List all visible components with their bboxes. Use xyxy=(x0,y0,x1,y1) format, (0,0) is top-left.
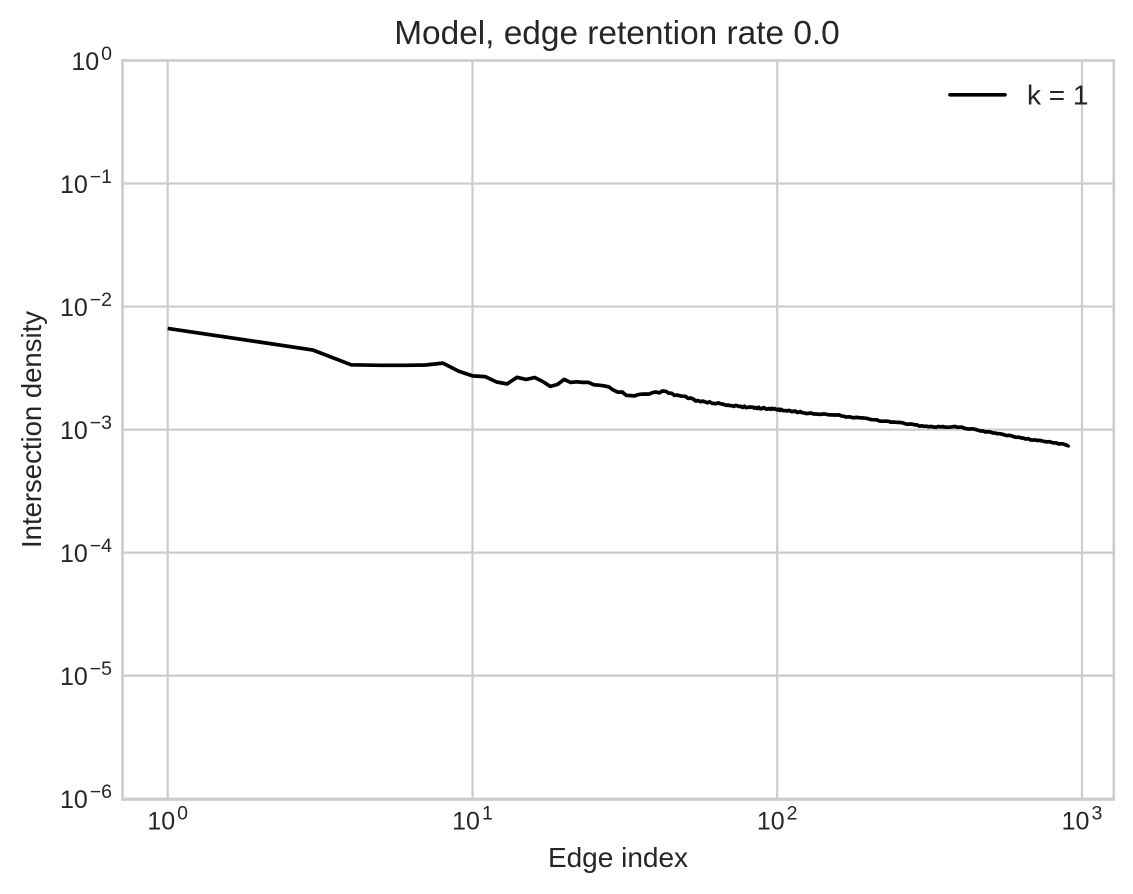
svg-text:Intersection density: Intersection density xyxy=(16,311,47,548)
svg-text:10−6: 10 −6 xyxy=(60,781,112,814)
svg-text:Model, edge retention rate 0.0: Model, edge retention rate 0.0 xyxy=(394,15,840,52)
svg-text:Edge index: Edge index xyxy=(548,842,688,873)
svg-text:10−3: 10 −3 xyxy=(60,412,112,445)
svg-text:10−1: 10 −1 xyxy=(60,166,112,199)
svg-text:102: 10 2 xyxy=(757,803,798,836)
svg-text:k = 1: k = 1 xyxy=(1027,80,1088,111)
